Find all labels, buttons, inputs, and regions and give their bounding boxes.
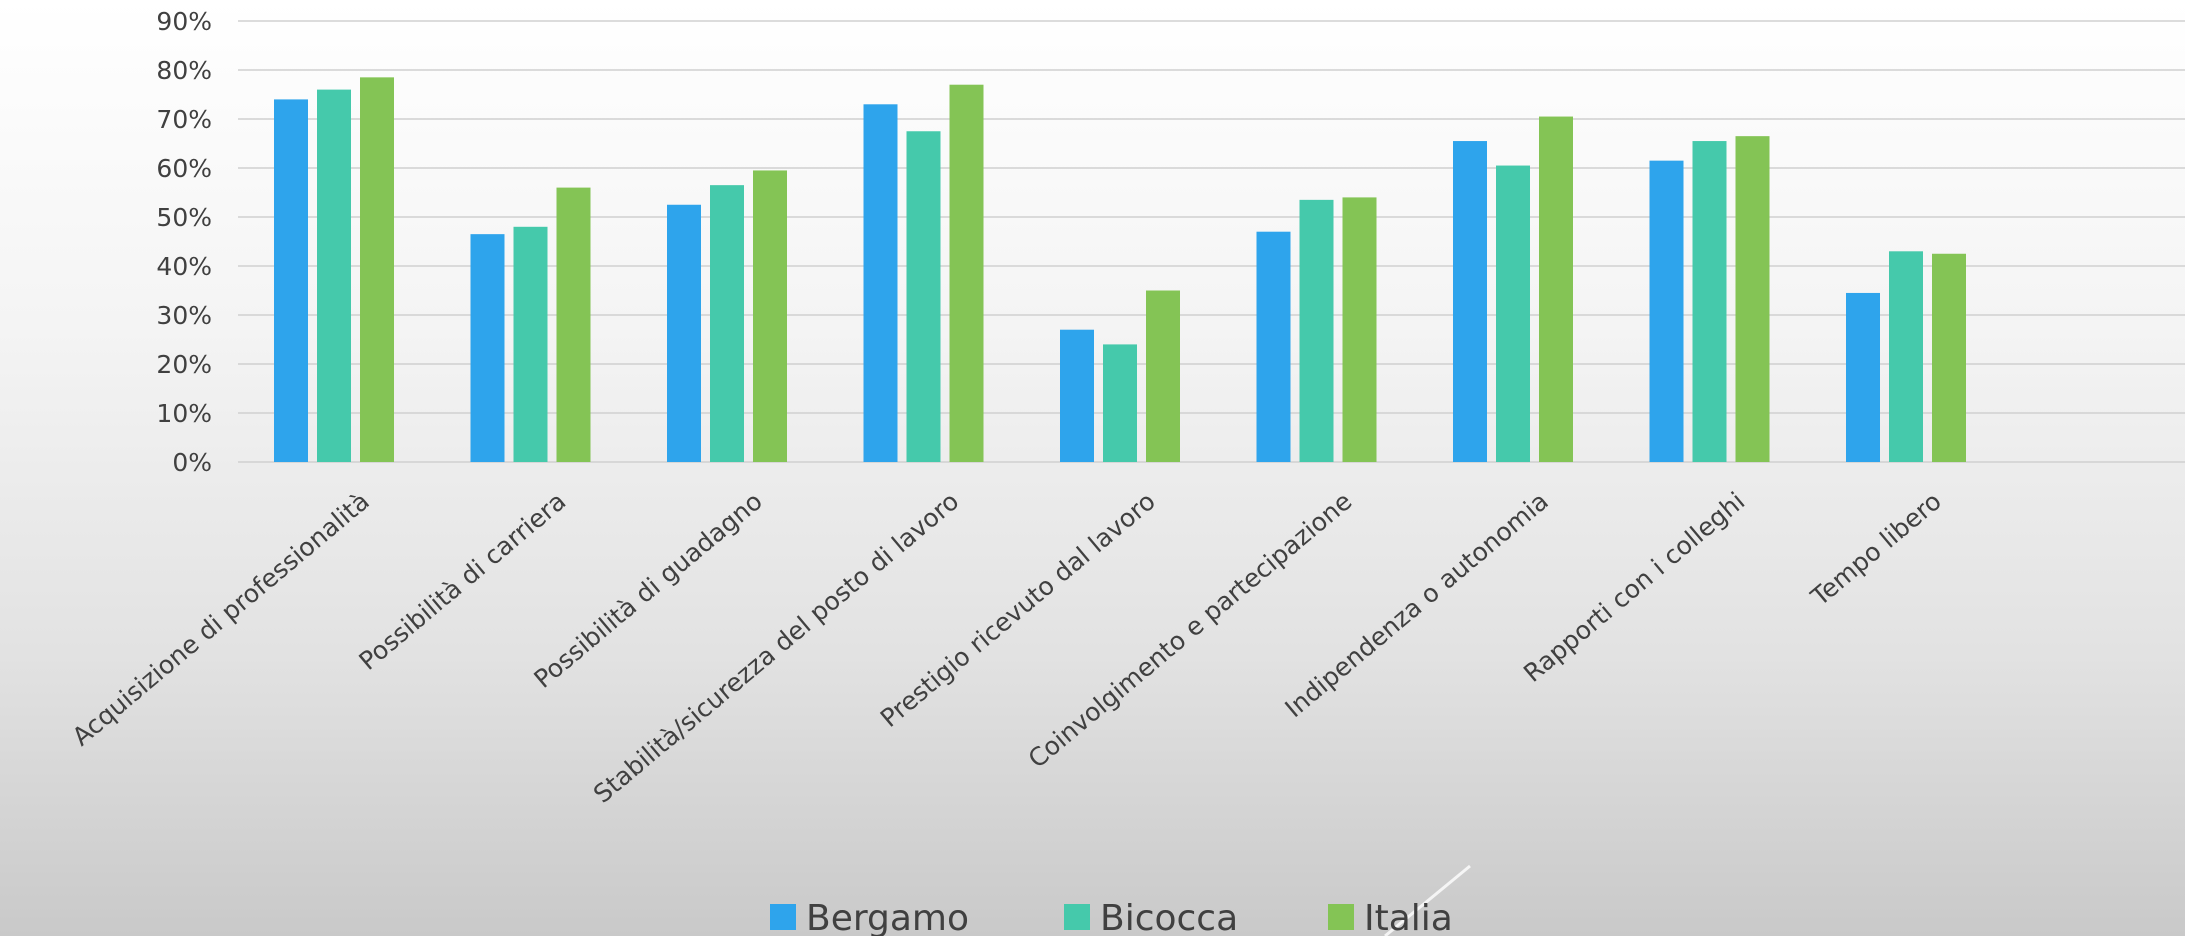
bar-bergamo	[1256, 231, 1291, 462]
bar-bicocca	[1692, 141, 1727, 463]
bar-bergamo	[1846, 292, 1880, 462]
bar-italia	[753, 170, 787, 462]
bar-bicocca	[906, 131, 941, 462]
bar-bicocca	[317, 89, 351, 462]
y-tick-label: 80%	[156, 56, 212, 85]
bar-italia	[1539, 116, 1573, 463]
bar-italia	[1146, 290, 1180, 462]
bar-bicocca	[1103, 344, 1137, 462]
bar-bergamo	[667, 204, 701, 462]
x-category-label: Possibilità di guadagno	[528, 486, 767, 693]
legend-label-bergamo: Bergamo	[806, 898, 969, 936]
x-category-label: Acquisizione di professionalità	[67, 486, 375, 751]
bar-bicocca	[1889, 251, 1923, 462]
bar-italia	[1342, 197, 1377, 462]
bar-italia	[1735, 136, 1770, 462]
bar-italia	[556, 187, 591, 462]
bar-italia	[360, 77, 394, 462]
bar-bicocca	[1299, 199, 1334, 462]
y-tick-label: 60%	[156, 154, 212, 183]
y-tick-label: 90%	[156, 7, 212, 36]
legend-label-italia: Italia	[1364, 898, 1453, 936]
y-tick-label: 40%	[156, 252, 212, 281]
legend: Bergamo Bicocca Italia	[770, 898, 1453, 936]
bar-bicocca	[1496, 165, 1530, 463]
y-tick-label: 20%	[156, 350, 212, 379]
x-axis-category-labels: Acquisizione di professionalitàPossibili…	[67, 486, 1947, 808]
bar-bicocca	[710, 185, 744, 462]
bar-series	[274, 77, 1966, 463]
bar-bergamo	[470, 234, 505, 462]
x-category-label: Coinvolgimento e partecipazione	[1023, 486, 1358, 773]
y-axis-tick-labels: 0% 10% 20% 30% 40% 50% 60% 70% 80% 90%	[156, 7, 212, 477]
y-tick-label: 70%	[156, 105, 212, 134]
bar-bergamo	[1649, 160, 1684, 462]
legend-label-bicocca: Bicocca	[1100, 898, 1238, 936]
y-tick-label: 0%	[172, 448, 212, 477]
x-category-label: Possibilità di carriera	[353, 486, 571, 675]
x-category-label: Rapporti con i colleghi	[1518, 486, 1750, 687]
y-tick-label: 30%	[156, 301, 212, 330]
legend-swatch-bergamo	[770, 904, 796, 930]
y-tick-label: 50%	[156, 203, 212, 232]
bar-bergamo	[1453, 141, 1487, 463]
decorative-arc	[1384, 864, 1471, 936]
x-category-label: Tempo libero	[1805, 486, 1947, 612]
legend-swatch-italia	[1328, 904, 1354, 930]
bar-italia	[949, 84, 984, 462]
y-tick-label: 10%	[156, 399, 212, 428]
bar-bergamo	[274, 99, 308, 463]
bar-bergamo	[1060, 329, 1094, 462]
x-category-label: Stabilità/sicurezza del posto di lavoro	[588, 486, 964, 808]
bar-bicocca	[513, 226, 548, 462]
bar-italia	[1932, 253, 1966, 462]
bar-bergamo	[863, 104, 898, 463]
legend-swatch-bicocca	[1064, 904, 1090, 930]
